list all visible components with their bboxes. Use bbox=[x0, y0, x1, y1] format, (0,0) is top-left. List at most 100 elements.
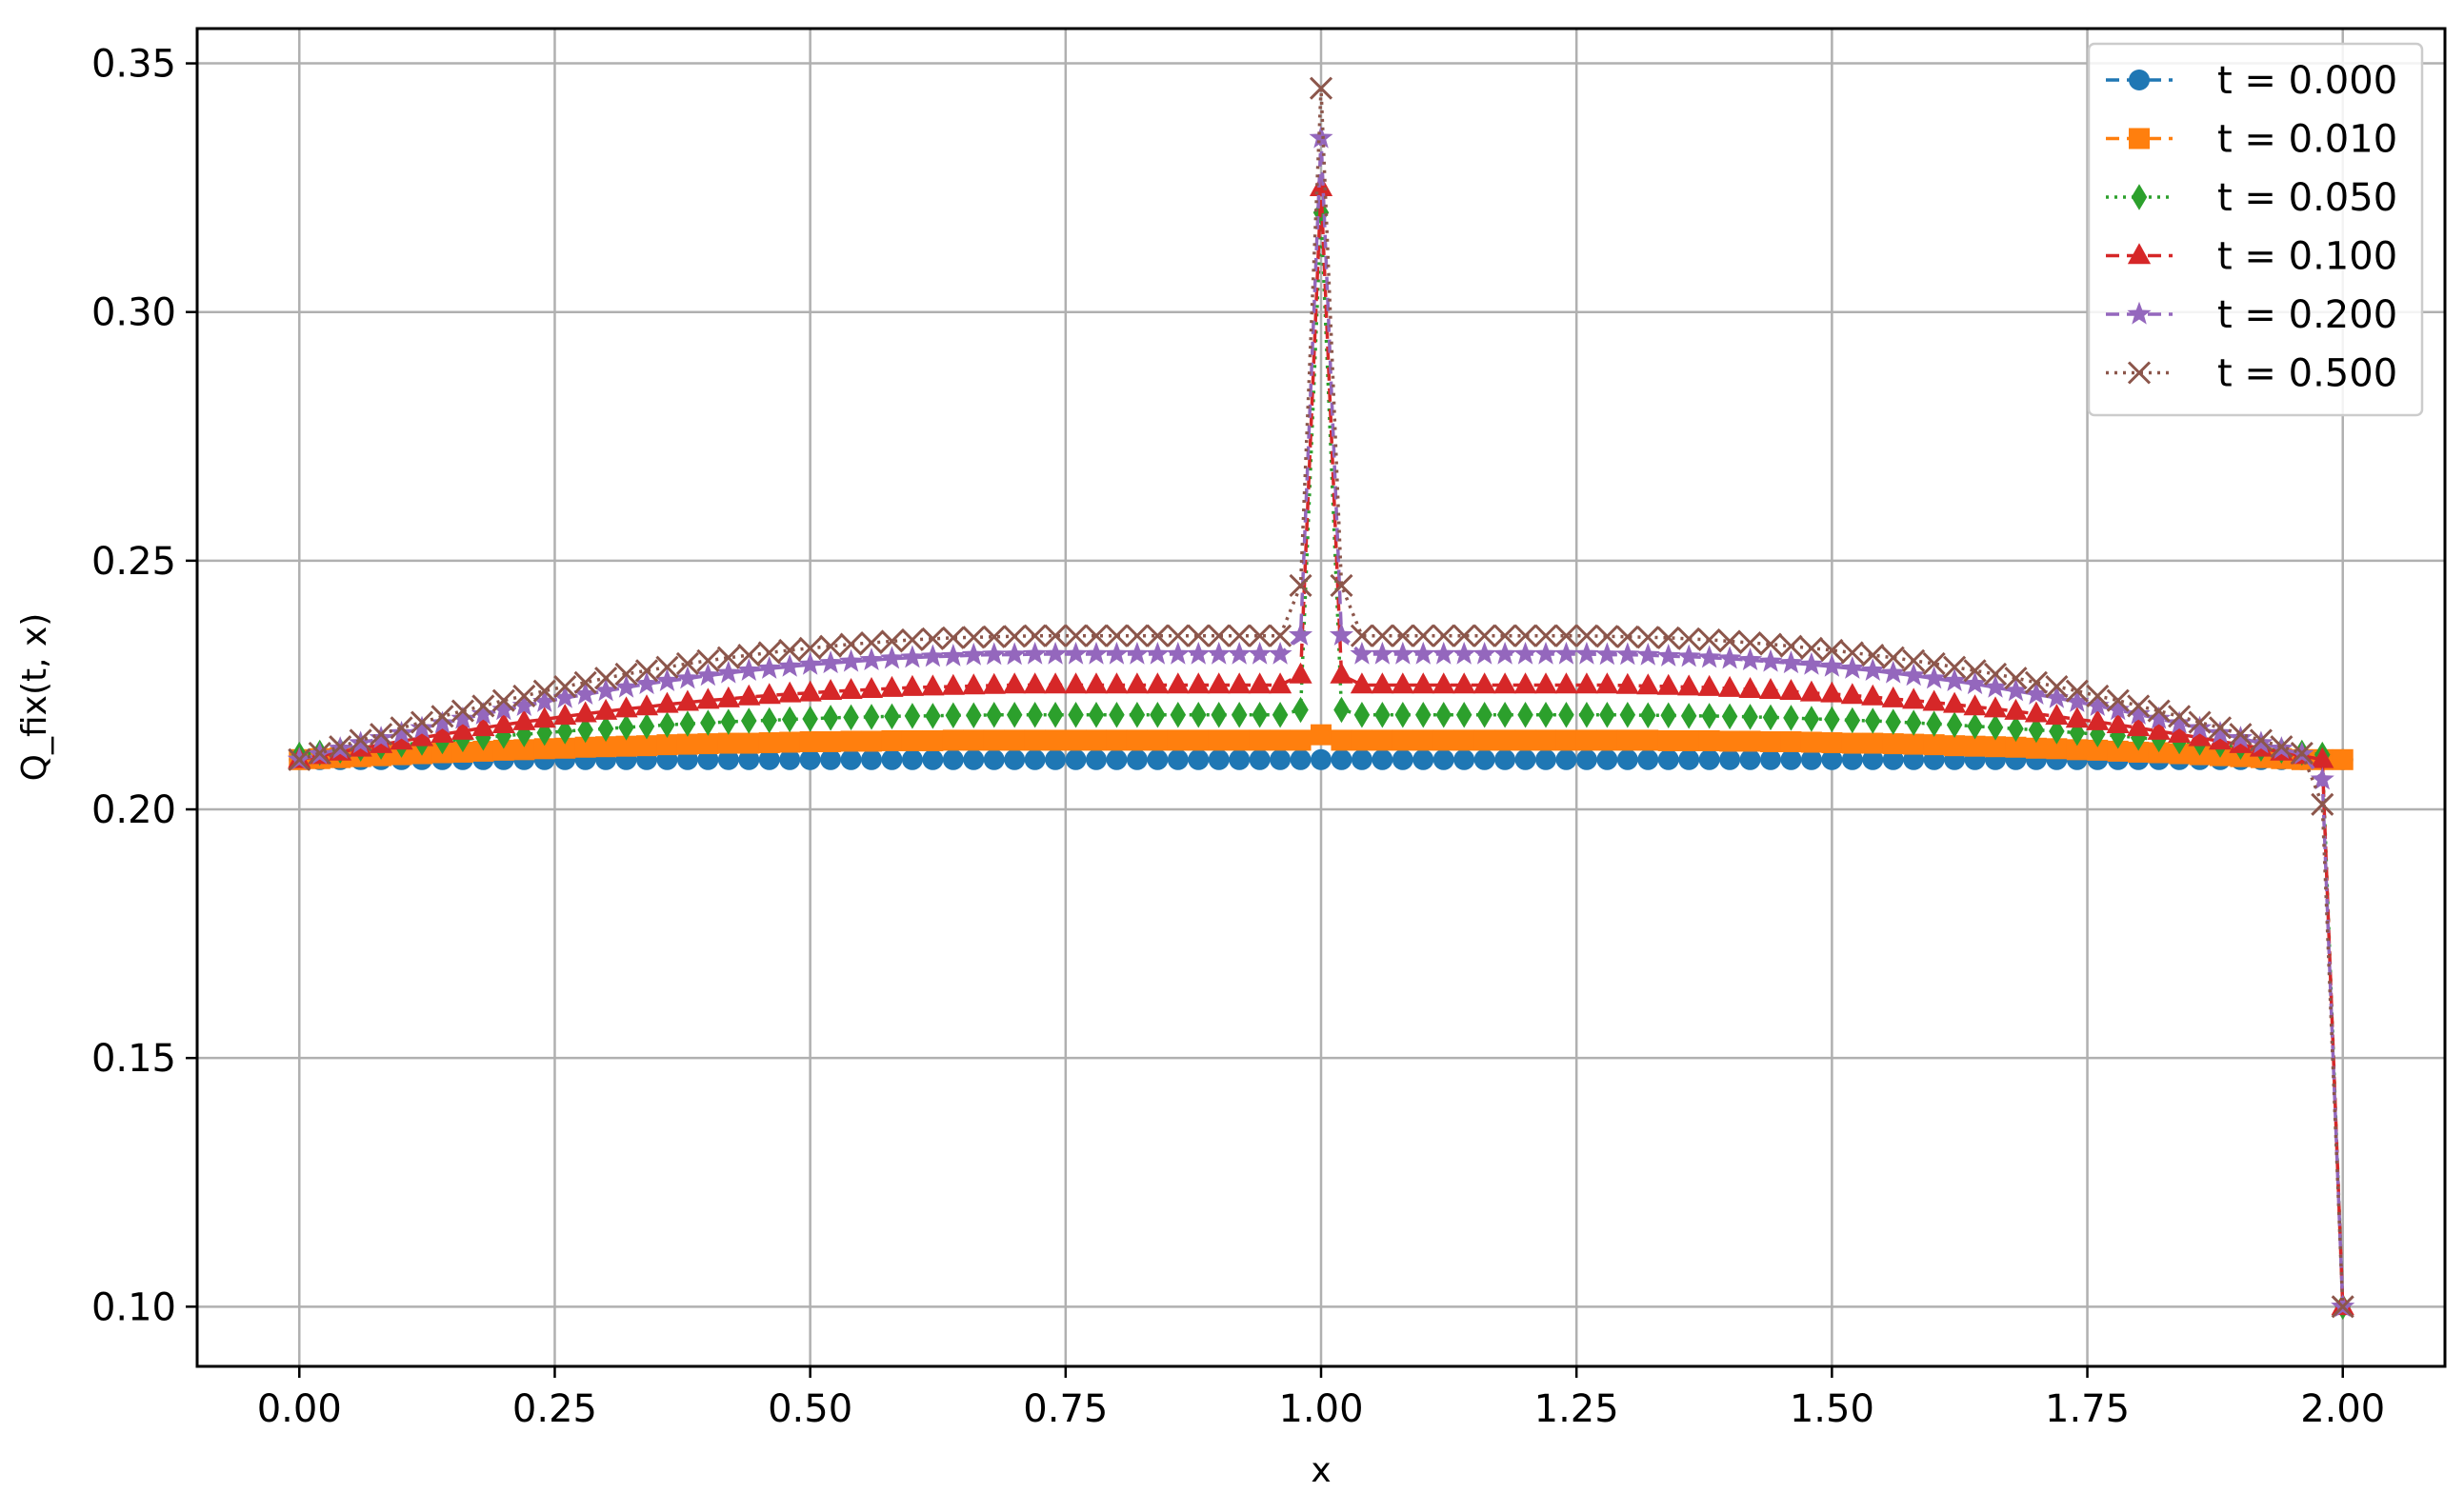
x-tick-label: 1.50 bbox=[1790, 1387, 1874, 1431]
data-point bbox=[2208, 720, 2233, 744]
series-5 bbox=[288, 76, 2354, 1319]
data-point bbox=[1104, 641, 1130, 665]
data-point bbox=[512, 708, 536, 730]
data-point bbox=[1188, 748, 1210, 770]
data-point bbox=[1249, 748, 1271, 770]
x-tick-label: 0.75 bbox=[1023, 1387, 1108, 1431]
data-point bbox=[2066, 739, 2088, 761]
data-point bbox=[1636, 626, 1660, 649]
data-point bbox=[2147, 706, 2172, 729]
data-point bbox=[901, 729, 923, 751]
data-point bbox=[1902, 687, 1926, 709]
data-point bbox=[859, 647, 884, 671]
data-point bbox=[1330, 662, 1353, 684]
data-point bbox=[901, 748, 923, 770]
data-point bbox=[1088, 702, 1105, 728]
data-point bbox=[1553, 641, 1579, 665]
data-point bbox=[1372, 729, 1393, 751]
data-point bbox=[2167, 710, 2192, 734]
data-point bbox=[1207, 624, 1231, 647]
data-point bbox=[696, 648, 720, 672]
data-point bbox=[2024, 682, 2049, 706]
data-point bbox=[1023, 672, 1047, 694]
data-point bbox=[2187, 715, 2213, 739]
data-point bbox=[1129, 702, 1146, 728]
data-point bbox=[1188, 729, 1210, 751]
data-point bbox=[1371, 624, 1394, 647]
legend-label: t = 0.200 bbox=[2217, 293, 2397, 337]
data-point bbox=[2085, 693, 2110, 717]
data-point bbox=[1374, 702, 1391, 728]
data-point bbox=[983, 748, 1005, 770]
data-point bbox=[1269, 624, 1292, 647]
data-point bbox=[1166, 624, 1190, 647]
data-point bbox=[1228, 672, 1252, 694]
data-point bbox=[471, 694, 495, 718]
data-point bbox=[983, 729, 1005, 751]
data-point bbox=[1311, 748, 1332, 770]
data-point bbox=[451, 718, 475, 740]
data-point bbox=[1861, 684, 1885, 706]
data-point bbox=[1105, 672, 1129, 694]
data-point bbox=[552, 685, 577, 708]
data-point bbox=[1411, 641, 1435, 665]
data-point bbox=[1063, 641, 1089, 665]
data-point bbox=[1533, 624, 1558, 647]
data-point bbox=[1167, 748, 1189, 770]
data-point bbox=[2147, 699, 2171, 723]
data-point bbox=[2311, 746, 2334, 768]
data-point bbox=[1719, 730, 1741, 752]
data-point bbox=[881, 729, 903, 751]
data-point bbox=[922, 748, 944, 770]
data-point bbox=[1615, 642, 1640, 666]
data-point bbox=[1003, 672, 1027, 694]
data-point bbox=[696, 687, 720, 709]
data-point bbox=[962, 673, 986, 695]
data-point bbox=[859, 676, 884, 698]
data-point bbox=[655, 655, 679, 679]
data-point bbox=[2128, 741, 2150, 763]
data-point bbox=[2086, 684, 2110, 707]
data-point bbox=[1350, 672, 1374, 694]
data-point bbox=[2310, 766, 2334, 790]
data-point bbox=[2229, 723, 2253, 746]
data-point bbox=[820, 730, 842, 752]
data-point bbox=[1493, 624, 1517, 647]
data-point bbox=[1086, 748, 1107, 770]
data-point bbox=[1472, 641, 1497, 665]
data-point bbox=[1554, 672, 1578, 694]
data-point bbox=[1045, 748, 1067, 770]
data-point bbox=[1922, 666, 1947, 689]
data-point bbox=[634, 694, 659, 716]
data-point bbox=[1905, 709, 1922, 736]
data-point bbox=[1432, 748, 1454, 770]
data-point bbox=[1537, 702, 1554, 728]
data-point bbox=[1350, 641, 1374, 665]
data-point bbox=[1023, 641, 1048, 665]
data-point bbox=[879, 646, 905, 669]
data-point bbox=[1027, 702, 1043, 728]
y-axis-label: Q_fix(t, x) bbox=[15, 613, 54, 782]
data-point bbox=[1331, 729, 1352, 751]
data-point bbox=[1657, 729, 1679, 751]
data-point bbox=[798, 651, 823, 675]
data-point bbox=[1394, 702, 1412, 728]
data-point bbox=[880, 675, 904, 697]
data-point bbox=[1616, 748, 1638, 770]
legend-label: t = 0.050 bbox=[2217, 176, 2397, 220]
data-point bbox=[1370, 641, 1394, 665]
data-point bbox=[961, 642, 986, 666]
data-point bbox=[1146, 624, 1170, 647]
data-point bbox=[1064, 672, 1088, 694]
data-point bbox=[1533, 641, 1558, 665]
data-point bbox=[2332, 748, 2354, 770]
data-point bbox=[1738, 676, 1762, 698]
data-point bbox=[737, 644, 761, 667]
data-point bbox=[1472, 672, 1496, 694]
data-point bbox=[1391, 624, 1414, 647]
data-point bbox=[1105, 624, 1129, 647]
data-point bbox=[1211, 702, 1227, 728]
series-layer bbox=[287, 76, 2355, 1321]
data-point bbox=[1742, 704, 1758, 730]
data-point bbox=[1903, 733, 1925, 755]
